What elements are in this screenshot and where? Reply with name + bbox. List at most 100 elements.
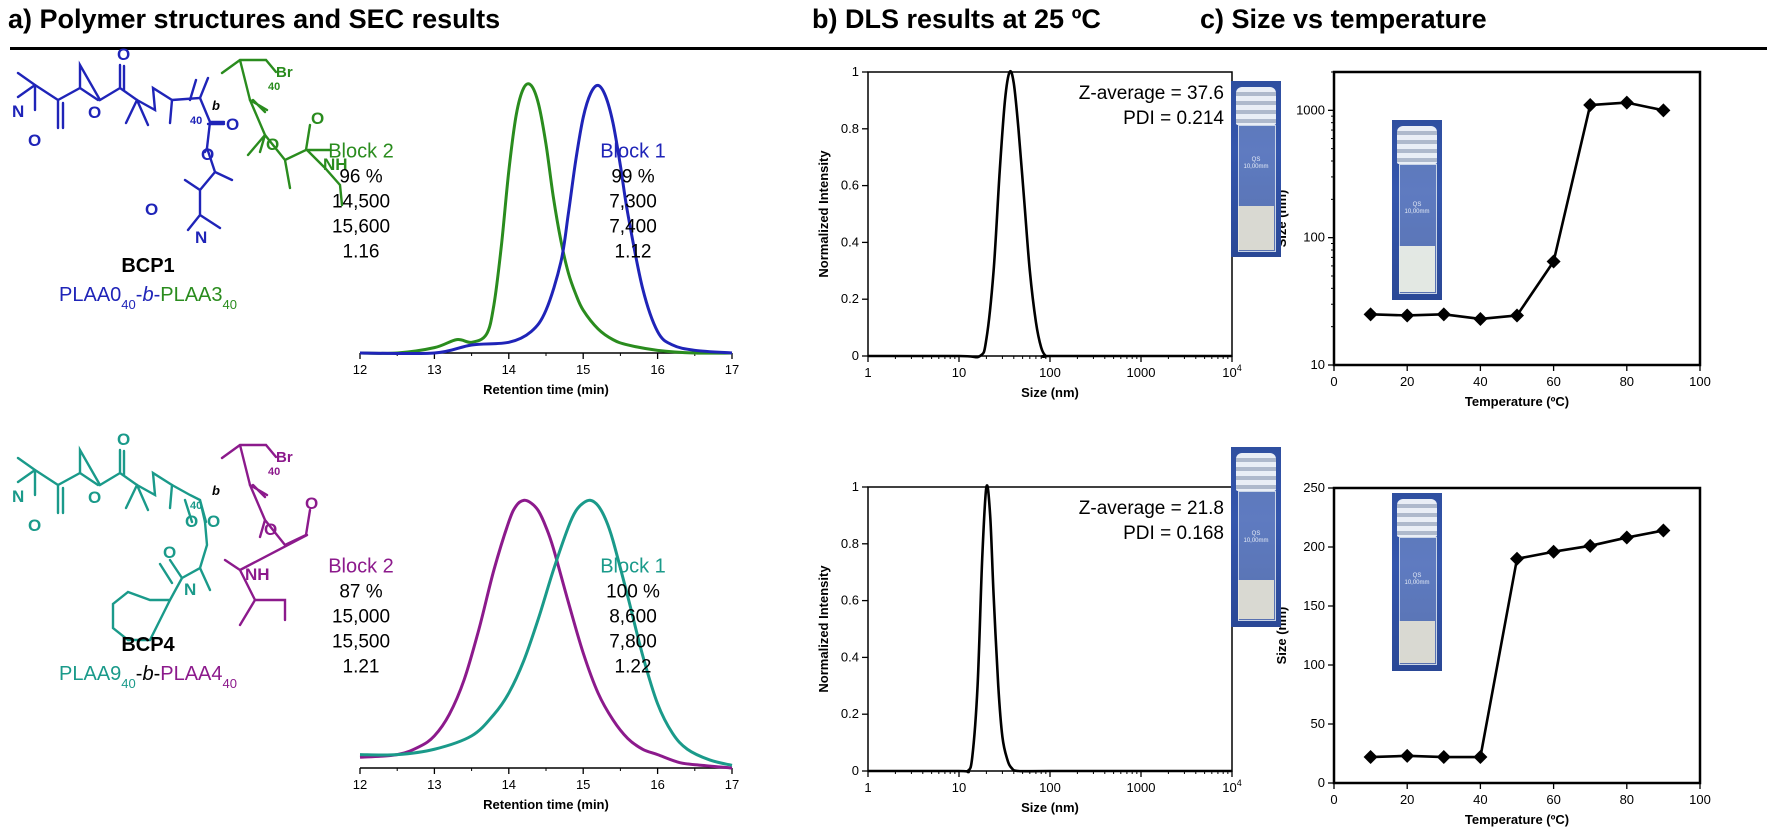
y-tick-label: 100 [1303, 657, 1325, 672]
x-axis-label: Retention time (min) [483, 797, 609, 812]
data-point [1619, 530, 1634, 545]
sec-chart-bcp1: 12 13 14 15 16 17 Retention time (min) Block 2 9… [328, 82, 739, 397]
series-line [359, 498, 733, 767]
panel-b-title: b) DLS results at 25 ºC [812, 4, 1101, 34]
atom-o: O [163, 543, 176, 562]
x-tick-label: 80 [1620, 792, 1634, 807]
x-tick-label: 1000 [1127, 365, 1156, 380]
x-tick-label: 17 [725, 777, 739, 792]
vial-photo: QS 10,00mm [1231, 81, 1281, 257]
atom-o: O [201, 145, 214, 164]
subscript: 40 [268, 81, 280, 93]
formula-part: 40 [121, 676, 135, 691]
data-point [1510, 551, 1524, 566]
data-point [1473, 311, 1488, 326]
series-line [359, 82, 733, 355]
structure-bcp1-name: BCP1 [121, 255, 174, 277]
y-tick-label: 0.8 [841, 121, 859, 136]
x-tick-label: 60 [1546, 374, 1560, 389]
x-tick-label: 10 [952, 365, 966, 380]
dls-chart-bcp4: 1 10 100 1000 104 0 0.2 0.4 0.6 0.8 1 Size (nm) Norm… [816, 479, 1242, 815]
structure-bcp4-block1-bonds [16, 445, 212, 642]
plot-frame [1332, 486, 1702, 785]
data-point [1363, 307, 1378, 322]
x-tick-label: 40 [1473, 792, 1487, 807]
x-tick-label: 60 [1546, 792, 1560, 807]
sec-value: 15,000 [332, 607, 390, 628]
series-label: Block 2 [328, 556, 394, 578]
x-tick-exponent: 4 [1237, 363, 1242, 373]
x-tick-label: 1000 [1127, 780, 1156, 795]
series-label: Block 1 [600, 556, 666, 578]
y-tick-label: 100 [1303, 230, 1325, 245]
x-axis-label: Retention time (min) [483, 382, 609, 397]
sec-value: 7,300 [609, 192, 657, 213]
sec-value: 7,400 [609, 217, 657, 238]
x-tick-label: 104 [1222, 778, 1241, 795]
structure-bcp1 [16, 58, 344, 232]
dls-chart-bcp1: 1 10 100 1000 104 0 0.2 0.4 0.6 0.8 1 Size (nm) Norm… [816, 64, 1242, 400]
data-point [1546, 544, 1561, 559]
dls-stat: Z-average = 21.8 [1079, 498, 1224, 519]
series-line [359, 498, 733, 770]
atom-o: O [117, 430, 130, 449]
data-point [1656, 103, 1671, 118]
atom-o: O [28, 516, 41, 535]
atom-o: O [185, 512, 198, 531]
vial-label: 10,00mm [1404, 580, 1430, 586]
data-point [1510, 308, 1524, 323]
sec-value: 7,800 [609, 632, 657, 653]
subscript: 40 [268, 466, 280, 478]
y-tick-label: 0.2 [841, 706, 859, 721]
data-point [1400, 308, 1415, 323]
formula-part: PLAA4 [160, 663, 222, 685]
data-point [1619, 95, 1634, 110]
y-tick-label: 0 [1318, 775, 1325, 790]
vial-label: QS [1251, 531, 1261, 537]
vial-label: 10,00mm [1243, 164, 1269, 170]
x-tick-label: 0 [1330, 792, 1337, 807]
structure-bcp4-labels: N O O O O O O N b 40 40 Br O O NH [12, 430, 318, 599]
series-label: Block 1 [600, 141, 666, 163]
series-line [359, 83, 733, 356]
x-tick-label: 10 [952, 780, 966, 795]
x-tick-label: 80 [1620, 374, 1634, 389]
panel-c-title: c) Size vs temperature [1200, 4, 1487, 34]
data-point [1436, 307, 1451, 322]
plot-frame [1332, 70, 1702, 367]
x-tick-label: 15 [576, 777, 590, 792]
atom-br: Br [276, 64, 293, 81]
formula-part: - [154, 284, 161, 306]
x-tick-label: 100 [1689, 374, 1711, 389]
atom-o: O [28, 131, 41, 150]
formula-part: b [142, 284, 153, 306]
structure-bcp4 [16, 443, 312, 642]
sec-chart-bcp4: 12 13 14 15 16 17 Retention time (min) Block 2 8… [328, 498, 739, 812]
x-tick-label: 13 [427, 777, 441, 792]
atom-o: O [266, 135, 279, 154]
formula-part: PLAA3 [160, 284, 222, 306]
sec-value: 15,600 [332, 217, 390, 238]
subscript: 40 [190, 115, 202, 127]
x-tick-label: 100 [1039, 365, 1061, 380]
atom-o: O [207, 512, 220, 531]
y-tick-label: 1 [852, 64, 859, 79]
series-line [1370, 529, 1664, 759]
atom-nh: NH [323, 155, 348, 174]
atom-o: O [117, 45, 130, 64]
x-tick-label: 14 [502, 777, 516, 792]
x-tick-label: 20 [1400, 374, 1414, 389]
formula-part: - [154, 663, 161, 685]
x-tick-label: 104 [1222, 363, 1241, 380]
x-axis-label: Temperature (ºC) [1465, 812, 1569, 827]
data-point [1400, 748, 1415, 763]
y-tick-label: 0 [852, 763, 859, 778]
series-line [1370, 101, 1664, 321]
x-tick-label: 40 [1473, 374, 1487, 389]
sec-value: 8,600 [609, 607, 657, 628]
block-letter: b [212, 483, 220, 498]
structure-bcp4-formula: PLAA940-b-PLAA440 [59, 663, 237, 691]
y-tick-label: 1000 [1296, 102, 1325, 117]
atom-n: N [12, 102, 24, 121]
